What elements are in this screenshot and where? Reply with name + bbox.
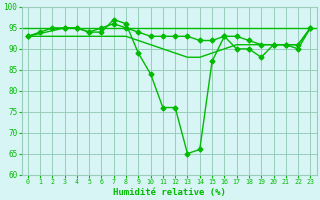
- X-axis label: Humidité relative (%): Humidité relative (%): [113, 188, 226, 197]
